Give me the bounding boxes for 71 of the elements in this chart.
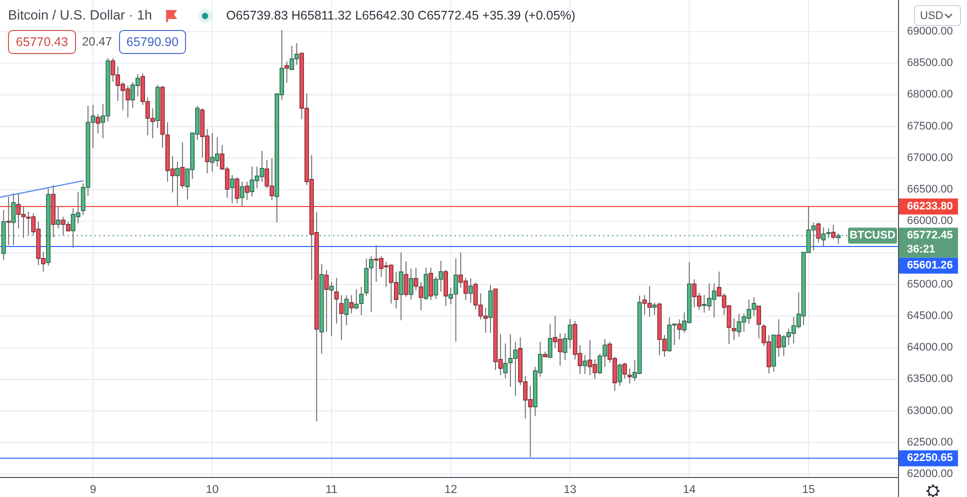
annotation: O65739.83 H65811.32 L65642.30 C65772.45 +35.39 (+0.05%) [226, 8, 576, 22]
candlestick [503, 342, 508, 379]
y-tick-label: 62000.00 [907, 468, 953, 480]
candlestick [414, 267, 418, 291]
y-tick-label: 64500.00 [907, 310, 953, 322]
text: 36:21 [907, 244, 936, 256]
y-tick-label: 67500.00 [907, 120, 953, 132]
candlestick [428, 267, 434, 300]
x-tick-label: 12 [444, 484, 458, 496]
annotation: 20.47 [82, 34, 112, 49]
candlestick [622, 362, 627, 379]
x-tick-label: 14 [682, 484, 696, 496]
candlestick [831, 224, 836, 240]
ref-line-label: 66233.80 [907, 200, 953, 212]
y-tick-label: 68000.00 [907, 88, 953, 101]
candlestick [11, 192, 16, 246]
y-tick-label: 64000.00 [907, 342, 953, 354]
ref-line-label: 65601.26 [907, 260, 953, 272]
candlestick [398, 252, 404, 321]
candlestick [618, 362, 622, 387]
y-tick-label: 66500.00 [907, 184, 953, 196]
candlestick [324, 270, 329, 332]
candlestick [6, 196, 11, 246]
candlestick [284, 61, 290, 84]
y-tick-label: 68500.00 [907, 57, 953, 70]
x-tick-label: 9 [90, 484, 96, 496]
y-tick-label: 67000.00 [907, 152, 953, 164]
candlestick [359, 286, 364, 316]
candlestick [404, 260, 408, 298]
candlestick [756, 306, 762, 339]
candlestick [344, 294, 349, 326]
candlestick [418, 281, 424, 311]
candlestick [652, 302, 657, 316]
x-tick-label: 11 [326, 484, 338, 496]
x-tick-label: 15 [802, 484, 815, 496]
candlestick [677, 318, 682, 340]
candlestick [339, 294, 344, 341]
text: USD [920, 10, 944, 22]
candlestick [582, 354, 588, 375]
candlestick [56, 206, 60, 229]
candlestick [408, 268, 414, 300]
candlestick [175, 161, 180, 206]
y-tick-label: 66000.00 [907, 215, 953, 228]
candlestick [230, 174, 234, 204]
candlestick [776, 318, 781, 358]
candlestick [234, 176, 240, 204]
candlestick [732, 318, 736, 341]
candlestick [349, 294, 354, 314]
y-tick-label: 62500.00 [907, 436, 953, 448]
y-tick-label: 63500.00 [907, 373, 953, 386]
y-tick-label: 65000.00 [907, 278, 953, 290]
candlestick [180, 142, 185, 189]
candlestick [334, 277, 339, 324]
candlestick [816, 222, 821, 244]
x-tick-label: 10 [206, 484, 219, 496]
text: Bitcoin / U.S. Dollar · 1h [8, 8, 152, 23]
candlestick [354, 288, 359, 310]
x-tick-label: 13 [564, 484, 576, 496]
candlestick [240, 181, 244, 208]
candlestick [627, 368, 632, 384]
y-tick-label: 63000.00 [907, 404, 953, 417]
candlestick [836, 232, 841, 244]
annotation: 65790.90 [126, 34, 179, 49]
candlestick [548, 324, 552, 358]
ref-line-label: 65772.45 [907, 230, 953, 242]
ref-line-label: 62250.65 [907, 452, 953, 464]
candlestick [244, 181, 250, 201]
annotation: 65770.43 [16, 34, 68, 49]
candlestick [468, 278, 473, 304]
y-tick-label: 69000.00 [907, 26, 953, 38]
candlestick [369, 256, 374, 313]
